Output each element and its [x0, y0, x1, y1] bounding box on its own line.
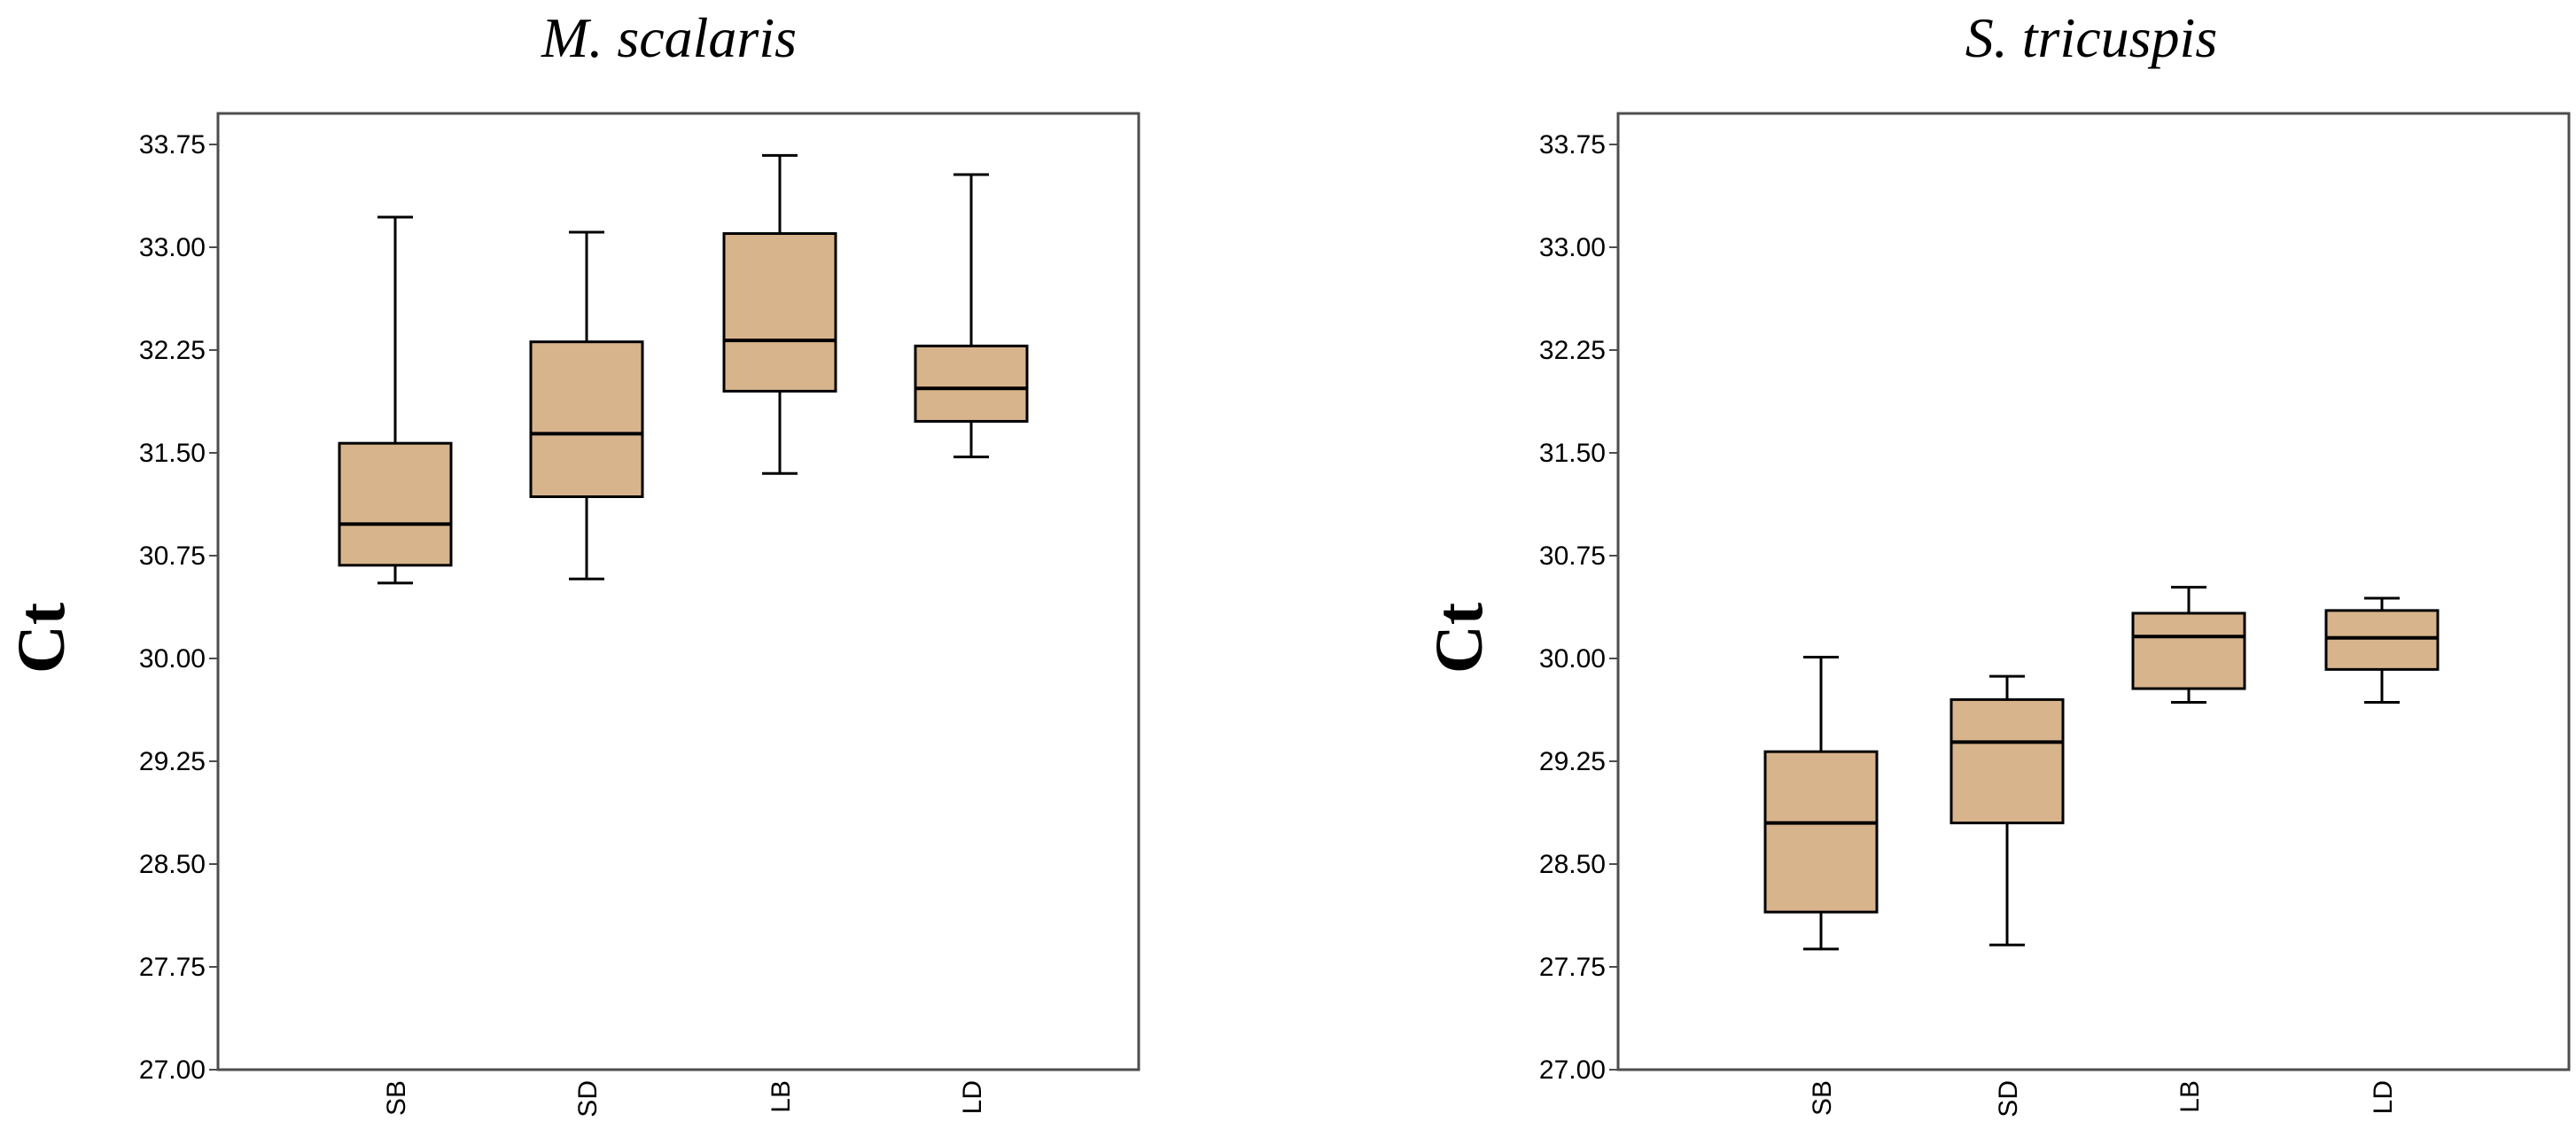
y-axis-ticks: 27.00 27.75 28.50 29.25 30.00 30.75 31.50 32.25…: [139, 130, 218, 1085]
chart-panel-m-scalaris: M. scalaris Ct 27.00 27.75 28.50 29.25 30.00…: [4, 6, 1140, 1118]
y-tick-label: 33.00: [139, 233, 206, 262]
y-tick-label: 31.50: [1539, 439, 1606, 468]
iqr-box: [529, 340, 644, 498]
y-tick-label: 33.75: [139, 130, 206, 160]
y-axis-label: Ct: [4, 603, 79, 674]
chart-panel-s-tricuspis: S. tricuspis Ct 27.00 27.75 28.50 29.25 30.0…: [1422, 6, 2571, 1118]
y-tick-label: 28.50: [1539, 850, 1606, 879]
box-ld: [2324, 596, 2440, 704]
y-axis-ticks: 27.00 27.75 28.50 29.25 30.00 30.75 31.50 32.25…: [1539, 130, 1618, 1085]
iqr-box: [338, 441, 453, 567]
y-tick-label: 27.75: [139, 953, 206, 982]
y-tick-label: 31.50: [139, 439, 206, 468]
x-tick-label: SD: [1994, 1080, 2023, 1118]
iqr-box: [1763, 750, 1879, 914]
y-tick-label: 27.00: [1539, 1055, 1606, 1085]
box-sb: [338, 215, 453, 585]
iqr-box: [2131, 611, 2246, 690]
y-tick-label: 30.00: [1539, 644, 1606, 674]
x-axis-tick-labels: SB SD LB LD: [382, 1080, 987, 1118]
box-lb: [722, 153, 837, 475]
y-tick-label: 27.00: [139, 1055, 206, 1085]
plot-frame: [216, 112, 1140, 1071]
x-tick-label: LD: [958, 1080, 987, 1114]
x-tick-label: LD: [2369, 1080, 2398, 1114]
box-group: [338, 153, 1029, 585]
y-tick-label: 29.25: [1539, 747, 1606, 776]
y-tick-label: 27.75: [1539, 953, 1606, 982]
box-ld: [914, 173, 1029, 459]
box-sd: [1950, 674, 2065, 946]
y-tick-label: 33.00: [1539, 233, 1606, 262]
y-tick-label: 32.25: [1539, 336, 1606, 365]
iqr-box: [722, 232, 837, 393]
box-lb: [2131, 586, 2246, 704]
box-group: [1763, 586, 2440, 951]
iqr-box: [914, 344, 1029, 423]
chart-title: S. tricuspis: [1965, 6, 2217, 69]
x-tick-label: SB: [382, 1080, 411, 1116]
iqr-box: [2324, 609, 2440, 671]
x-tick-label: SB: [1808, 1080, 1837, 1116]
y-tick-label: 30.00: [139, 644, 206, 674]
x-tick-label: LB: [2175, 1080, 2205, 1113]
x-tick-label: SD: [573, 1080, 603, 1118]
y-axis-label: Ct: [1422, 603, 1497, 674]
y-tick-label: 28.50: [139, 850, 206, 879]
y-tick-label: 30.75: [1539, 541, 1606, 571]
y-tick-label: 32.25: [139, 336, 206, 365]
iqr-box: [1950, 697, 2065, 825]
x-axis-tick-labels: SB SD LB LD: [1808, 1080, 2398, 1118]
box-sd: [529, 230, 644, 580]
y-tick-label: 29.25: [139, 747, 206, 776]
x-tick-label: LB: [767, 1080, 796, 1113]
y-tick-label: 30.75: [139, 541, 206, 571]
y-tick-label: 33.75: [1539, 130, 1606, 160]
chart-title: M. scalaris: [541, 6, 797, 69]
box-sb: [1763, 655, 1879, 951]
plot-frame: [1616, 112, 2571, 1071]
